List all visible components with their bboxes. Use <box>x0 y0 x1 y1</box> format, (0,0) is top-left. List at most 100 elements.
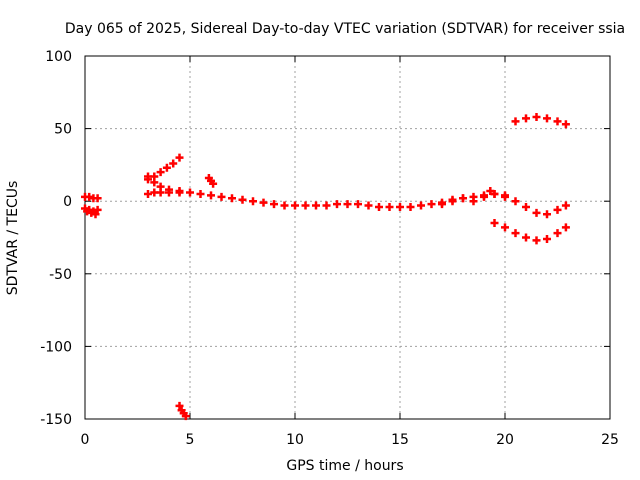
series-upper-arc <box>511 112 570 129</box>
data-point <box>175 153 184 162</box>
y-tick-label: 0 <box>63 194 72 210</box>
data-point <box>186 188 194 197</box>
data-points <box>81 112 570 421</box>
data-point <box>144 189 152 198</box>
series-cluster-17-19 <box>438 187 495 209</box>
data-point <box>469 197 478 206</box>
x-tick-label: 0 <box>81 432 90 448</box>
data-point <box>209 179 218 188</box>
data-point <box>490 218 499 227</box>
data-point <box>532 112 541 121</box>
data-point <box>511 197 520 206</box>
data-point <box>301 201 310 210</box>
data-point <box>511 229 520 238</box>
data-point <box>217 192 226 201</box>
data-point <box>438 200 446 209</box>
data-point <box>522 233 530 242</box>
series-deep-neg <box>175 401 190 421</box>
series-tail-arc <box>490 189 570 219</box>
series-isolated <box>204 173 218 188</box>
chart-title: Day 065 of 2025, Sidereal Day-to-day VTE… <box>65 21 625 37</box>
data-point <box>175 187 184 196</box>
data-point <box>561 223 570 232</box>
data-point <box>150 178 159 187</box>
data-point <box>553 117 562 126</box>
series-falling-a <box>144 172 184 196</box>
data-point <box>522 114 530 123</box>
data-point <box>480 192 488 201</box>
data-point <box>364 201 373 210</box>
data-point <box>490 189 499 198</box>
data-point <box>322 201 331 210</box>
data-point <box>156 168 165 177</box>
data-point <box>156 182 165 191</box>
x-tick-label: 20 <box>496 432 514 448</box>
data-point <box>501 223 509 232</box>
y-tick-label: -50 <box>49 267 72 283</box>
data-point <box>543 210 551 219</box>
y-tick-label: 100 <box>45 49 72 65</box>
data-point <box>427 200 436 209</box>
y-tick-labels: -150 -100 -50 0 50 100 <box>40 49 72 428</box>
data-point <box>333 200 341 209</box>
data-point <box>312 201 320 210</box>
data-point <box>228 194 236 203</box>
data-point <box>291 201 299 210</box>
y-tick-label: -150 <box>40 412 72 428</box>
data-point <box>259 198 268 207</box>
data-point <box>553 229 562 238</box>
data-point <box>532 208 541 217</box>
data-point <box>522 203 530 212</box>
grid <box>85 56 610 419</box>
data-point <box>175 401 184 410</box>
y-tick-label: -100 <box>40 339 72 355</box>
data-point <box>501 192 509 201</box>
data-point <box>196 189 205 198</box>
data-point <box>417 201 425 210</box>
data-point <box>169 159 178 168</box>
data-point <box>207 191 215 200</box>
data-point <box>162 163 171 172</box>
data-point <box>93 194 102 203</box>
x-tick-label: 15 <box>391 432 409 448</box>
data-point <box>165 185 173 194</box>
ticks <box>84 55 611 420</box>
data-point <box>85 192 94 201</box>
data-point <box>270 200 278 209</box>
data-point <box>181 412 190 421</box>
data-point <box>249 197 257 206</box>
y-axis-label: SDTVAR / TECUs <box>5 181 21 296</box>
data-point <box>238 195 247 204</box>
data-point <box>543 114 551 123</box>
x-tick-label: 5 <box>186 432 195 448</box>
series-dip-arc <box>490 218 570 245</box>
data-point <box>553 205 562 214</box>
data-point <box>354 200 362 209</box>
x-tick-label: 10 <box>286 432 304 448</box>
series-early-neg <box>81 204 102 219</box>
data-point <box>561 120 570 129</box>
data-point <box>459 194 467 203</box>
x-tick-label: 25 <box>601 432 619 448</box>
data-point <box>486 187 495 196</box>
data-point <box>406 203 415 212</box>
data-point <box>561 201 570 210</box>
data-point <box>532 236 541 245</box>
data-point <box>375 203 383 212</box>
data-point <box>543 234 551 243</box>
series-rising-a <box>144 153 184 184</box>
data-point <box>144 172 152 181</box>
data-point <box>396 203 404 212</box>
data-point <box>93 205 102 214</box>
series-early-pos <box>81 192 102 203</box>
x-axis-label: GPS time / hours <box>286 458 403 474</box>
x-tick-labels: 0 5 10 15 20 25 <box>81 432 619 448</box>
data-point <box>91 210 100 219</box>
data-point <box>448 197 457 206</box>
data-point <box>385 203 394 212</box>
data-point <box>511 117 520 126</box>
y-tick-label: 50 <box>54 122 72 138</box>
plot-frame <box>84 55 611 420</box>
data-point <box>343 200 352 209</box>
